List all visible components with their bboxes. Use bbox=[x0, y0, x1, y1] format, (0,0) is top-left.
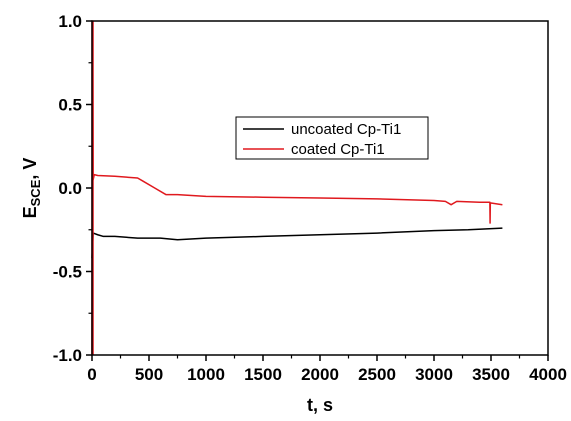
y-tick-label: 0.0 bbox=[58, 179, 82, 198]
y-axis-title-unit: , V bbox=[20, 158, 40, 180]
x-tick-label: 1500 bbox=[244, 365, 282, 384]
x-tick-label: 4000 bbox=[529, 365, 567, 384]
y-tick-label: 1.0 bbox=[58, 12, 82, 31]
legend-box bbox=[235, 116, 429, 160]
x-tick-label: 0 bbox=[87, 365, 96, 384]
ticks-layer: 0 500 1000 1500 2000 2500 3000 3500 4000 1.0 0.5 0.… bbox=[53, 12, 567, 384]
y-axis-title-main: E bbox=[20, 206, 40, 218]
series-layer bbox=[91, 20, 503, 356]
series-line-coated bbox=[91, 20, 503, 356]
y-tick-label: -0.5 bbox=[53, 263, 82, 282]
y-tick-label: -1.0 bbox=[53, 346, 82, 365]
plot-frame bbox=[91, 20, 549, 356]
x-tick-label: 1000 bbox=[187, 365, 225, 384]
legend-label-coated: coated Cp-Ti1 bbox=[291, 141, 385, 158]
x-tick-label: 3000 bbox=[415, 365, 453, 384]
y-axis-title-subscript: SCE bbox=[28, 179, 43, 206]
series-line-uncoated bbox=[91, 227, 503, 259]
x-axis-title: t, s bbox=[307, 395, 333, 415]
y-axis-title: ESCE, V bbox=[20, 158, 43, 219]
legend: uncoated Cp-Ti1 coated Cp-Ti1 bbox=[235, 116, 429, 160]
x-tick-label: 500 bbox=[135, 365, 163, 384]
x-tick-label: 3500 bbox=[472, 365, 510, 384]
x-tick-label: 2000 bbox=[301, 365, 339, 384]
x-tick-label: 2500 bbox=[358, 365, 396, 384]
y-tick-label: 0.5 bbox=[58, 96, 82, 115]
legend-label-uncoated: uncoated Cp-Ti1 bbox=[291, 121, 401, 138]
